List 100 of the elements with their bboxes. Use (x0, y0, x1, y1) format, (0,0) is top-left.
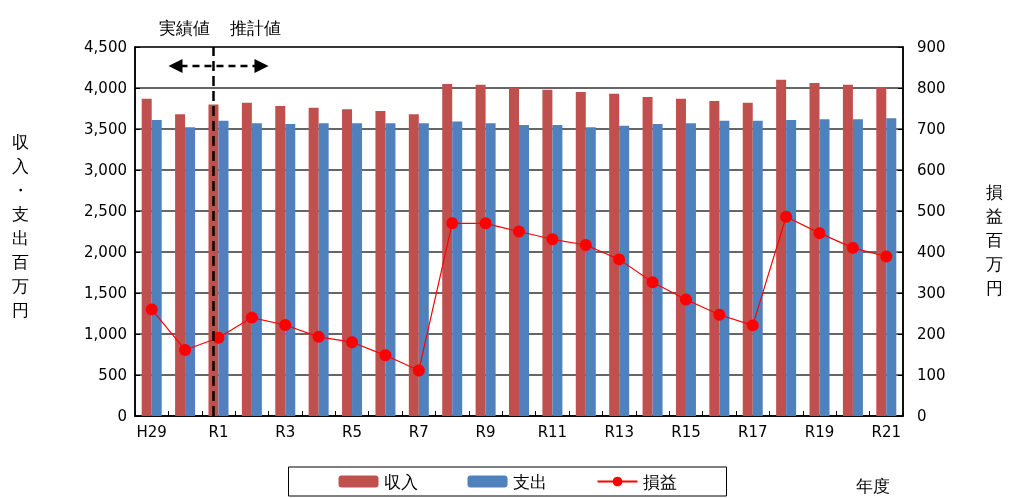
bar (809, 83, 820, 416)
y2-tick-label: 400 (917, 243, 946, 261)
bar (719, 120, 730, 416)
bar (575, 92, 586, 416)
bar (475, 84, 486, 416)
bar (141, 98, 152, 416)
bar (485, 123, 496, 416)
point (346, 336, 359, 349)
point (412, 364, 425, 377)
bar (819, 119, 830, 416)
x-tick-label: R5 (342, 422, 363, 441)
point (880, 250, 893, 263)
point (479, 217, 492, 230)
point (613, 253, 626, 266)
x-tick-label: R11 (537, 422, 568, 441)
point (245, 311, 258, 324)
bar (642, 97, 653, 416)
y-tick-label: 500 (98, 366, 127, 384)
bar (408, 114, 419, 416)
bar (552, 124, 563, 416)
y2-tick-label: 600 (917, 161, 946, 179)
x-tick-label: R9 (475, 422, 496, 441)
point (279, 318, 292, 331)
bar (709, 101, 720, 416)
bar (675, 98, 686, 416)
legend-label: 損益 (642, 471, 677, 492)
x-tick-label: H29 (136, 422, 167, 441)
bar (452, 121, 463, 416)
bar (842, 84, 853, 416)
y2-tick-label: 800 (917, 79, 946, 97)
point (379, 349, 392, 362)
bar (852, 119, 863, 416)
y-tick-label: 4,000 (84, 79, 127, 97)
bar (285, 124, 296, 416)
bar (509, 88, 519, 416)
y2-tick-label: 900 (917, 38, 946, 56)
y-axis-title: 収入・支出百万円 (12, 132, 29, 320)
bar (342, 109, 353, 416)
x-tick-label: R21 (871, 422, 902, 441)
bar (752, 120, 763, 416)
point (179, 343, 192, 356)
x-tick-label: R17 (737, 422, 768, 441)
legend-label: 支出 (512, 471, 547, 492)
x-tick-label: R13 (604, 422, 634, 441)
point (513, 225, 525, 238)
y-tick-label: 3,500 (84, 120, 127, 138)
bar (308, 107, 319, 416)
y2-tick-label: 300 (917, 284, 946, 302)
point (679, 293, 692, 306)
bar (876, 87, 887, 416)
bar (385, 123, 396, 416)
text: 推計値 (230, 17, 282, 38)
point (846, 241, 859, 254)
bar (619, 125, 630, 416)
bar (275, 106, 286, 416)
point (312, 330, 325, 343)
y-tick-label: 1,500 (84, 284, 127, 302)
x-tick-label: R3 (275, 422, 296, 441)
point (546, 233, 559, 246)
bar (151, 119, 162, 416)
y2-tick-label: 200 (917, 325, 946, 343)
bar (609, 93, 620, 416)
bar (652, 124, 663, 416)
y-tick-label: 1,000 (84, 325, 127, 343)
point (446, 217, 459, 230)
x-axis-title: 年度 (856, 475, 890, 496)
bar (442, 83, 453, 416)
bar (375, 110, 386, 416)
point (646, 276, 659, 289)
point (579, 239, 592, 252)
y-tick-label: 0 (117, 407, 127, 425)
text: 実績値 (159, 17, 211, 38)
bar (218, 120, 229, 416)
x-tick-label: R15 (671, 422, 701, 441)
bar (886, 118, 897, 416)
point (145, 303, 158, 316)
bar (418, 123, 429, 416)
bar (685, 123, 696, 416)
y-tick-label: 2,000 (84, 243, 127, 261)
bar (519, 124, 529, 416)
bar (776, 79, 787, 416)
y2-tick-label: 500 (917, 202, 946, 220)
bar (786, 119, 797, 416)
y2-tick-label: 100 (917, 366, 946, 384)
x-tick-label: R1 (208, 422, 229, 441)
bar (742, 102, 753, 416)
x-tick-label: R19 (804, 422, 835, 441)
x-tick-label: R7 (408, 422, 429, 441)
point (780, 210, 793, 223)
bar (251, 123, 262, 416)
bar (318, 123, 329, 416)
y-tick-label: 2,500 (84, 202, 127, 220)
y2-axis-title: 損益百万円 (986, 182, 1003, 298)
bar (175, 114, 186, 416)
legend-label: 収入 (383, 471, 418, 492)
y-tick-label: 3,000 (84, 161, 127, 179)
y2-tick-label: 0 (917, 407, 927, 425)
point (746, 319, 759, 332)
point (713, 308, 726, 321)
point (813, 227, 826, 240)
